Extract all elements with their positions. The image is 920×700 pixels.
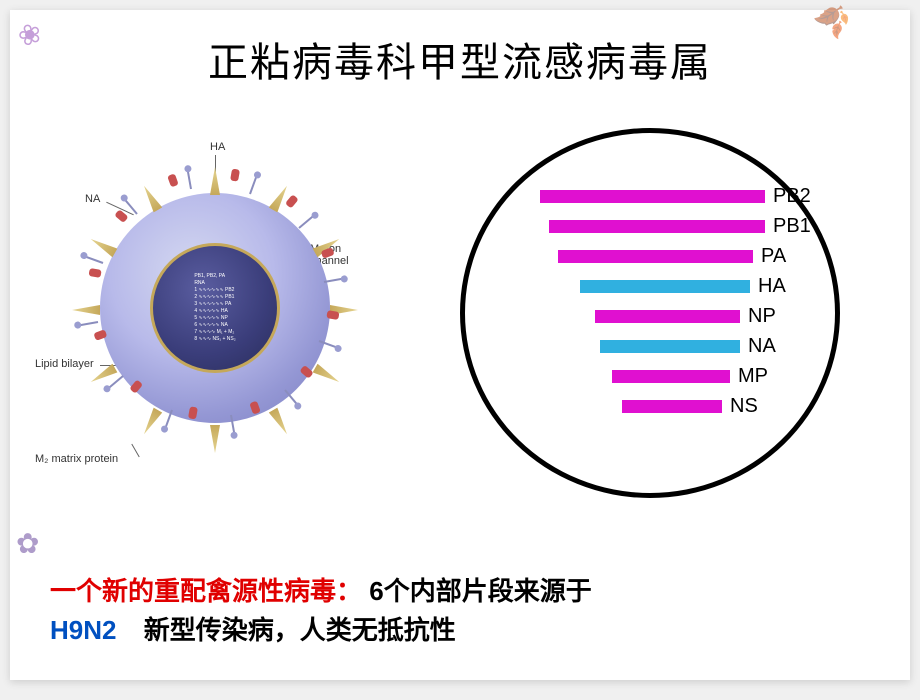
segment-label: PB2 bbox=[773, 185, 811, 208]
content-area: HA NA M₂ ion channel Lipid bilayer M₂ ma… bbox=[10, 88, 910, 518]
virus-spike bbox=[210, 167, 220, 195]
segments-list: PB2 PB1 PA HA NP NA MP NS bbox=[540, 188, 811, 428]
segment-bar bbox=[580, 280, 750, 293]
label-m2-matrix: M₂ matrix protein bbox=[35, 453, 118, 465]
segment-row: HA bbox=[540, 278, 811, 294]
segment-row: PB1 bbox=[540, 218, 811, 234]
virus-spike bbox=[72, 305, 100, 315]
virus-spike bbox=[84, 255, 103, 264]
label-lipid: Lipid bilayer bbox=[35, 358, 94, 370]
segment-label: PB1 bbox=[773, 215, 811, 238]
segment-bar bbox=[612, 370, 730, 383]
caption-blue: H9N2 bbox=[50, 615, 116, 645]
label-na: NA bbox=[85, 193, 100, 205]
segment-bar bbox=[595, 310, 740, 323]
segment-bar bbox=[600, 340, 740, 353]
virus-spike bbox=[319, 340, 338, 349]
virus-spike bbox=[167, 173, 179, 187]
virus-spike bbox=[249, 175, 258, 194]
segment-bar bbox=[558, 250, 753, 263]
virus-spike bbox=[93, 330, 107, 342]
segment-label: MP bbox=[738, 365, 768, 388]
virus-spike bbox=[129, 380, 143, 394]
segment-label: NA bbox=[748, 335, 776, 358]
decor-petal: ✿ bbox=[16, 527, 39, 560]
virus-spike bbox=[164, 410, 173, 429]
caption: 一个新的重配禽源性病毒： 6个内部片段来源于 H9N2 新型传染病，人类无抵抗性 bbox=[50, 572, 870, 650]
virus-spike bbox=[107, 375, 124, 389]
segment-label: NS bbox=[730, 395, 758, 418]
virus-body: PB1, PB2, PARNA1 ∿∿∿∿∿∿ PB22 ∿∿∿∿∿∿ PB13… bbox=[100, 193, 330, 423]
virus-core: PB1, PB2, PARNA1 ∿∿∿∿∿∿ PB22 ∿∿∿∿∿∿ PB13… bbox=[150, 243, 280, 373]
virus-spike bbox=[188, 407, 198, 420]
segment-row: NP bbox=[540, 308, 811, 324]
segment-label: PA bbox=[761, 245, 786, 268]
virus-spike bbox=[210, 425, 220, 453]
virus-spike bbox=[250, 401, 262, 415]
segment-label: HA bbox=[758, 275, 786, 298]
label-line bbox=[131, 444, 139, 457]
virus-diagram: HA NA M₂ ion channel Lipid bilayer M₂ ma… bbox=[30, 133, 380, 493]
gene-segments-diagram: PB2 PB1 PA HA NP NA MP NS bbox=[440, 128, 870, 498]
segment-row: PA bbox=[540, 248, 811, 264]
segment-bar bbox=[622, 400, 722, 413]
segment-row: NA bbox=[540, 338, 811, 354]
virus-spike bbox=[285, 194, 299, 208]
segment-bar bbox=[540, 190, 765, 203]
caption-red: 一个新的重配禽源性病毒： bbox=[50, 576, 362, 606]
virus-spike bbox=[139, 407, 162, 436]
segment-row: PB2 bbox=[540, 188, 811, 204]
caption-black1: 6个内部片段来源于 bbox=[369, 576, 591, 606]
segment-bar bbox=[549, 220, 765, 233]
virus-core-text: PB1, PB2, PARNA1 ∿∿∿∿∿∿ PB22 ∿∿∿∿∿∿ PB13… bbox=[194, 273, 235, 343]
page-title: 正粘病毒科甲型流感病毒属 bbox=[10, 10, 910, 88]
virus-spike bbox=[230, 415, 235, 435]
segment-label: NP bbox=[748, 305, 776, 328]
virus-spike bbox=[88, 268, 101, 278]
virus-spike bbox=[139, 184, 162, 213]
virus-spike bbox=[78, 321, 98, 326]
segment-row: MP bbox=[540, 368, 811, 384]
segment-row: NS bbox=[540, 398, 811, 414]
virus-spike bbox=[324, 278, 344, 283]
virus-spike bbox=[298, 214, 315, 228]
virus-spike bbox=[230, 168, 240, 181]
virus-spike bbox=[284, 389, 298, 406]
virus-spike bbox=[300, 365, 314, 379]
virus-spike bbox=[312, 363, 341, 386]
virus-spike bbox=[327, 310, 340, 320]
virus-spike bbox=[89, 234, 118, 257]
virus-spike bbox=[187, 169, 192, 189]
label-ha: HA bbox=[210, 141, 225, 153]
caption-black2: 新型传染病，人类无抵抗性 bbox=[144, 615, 456, 645]
virus-spike bbox=[268, 407, 291, 436]
